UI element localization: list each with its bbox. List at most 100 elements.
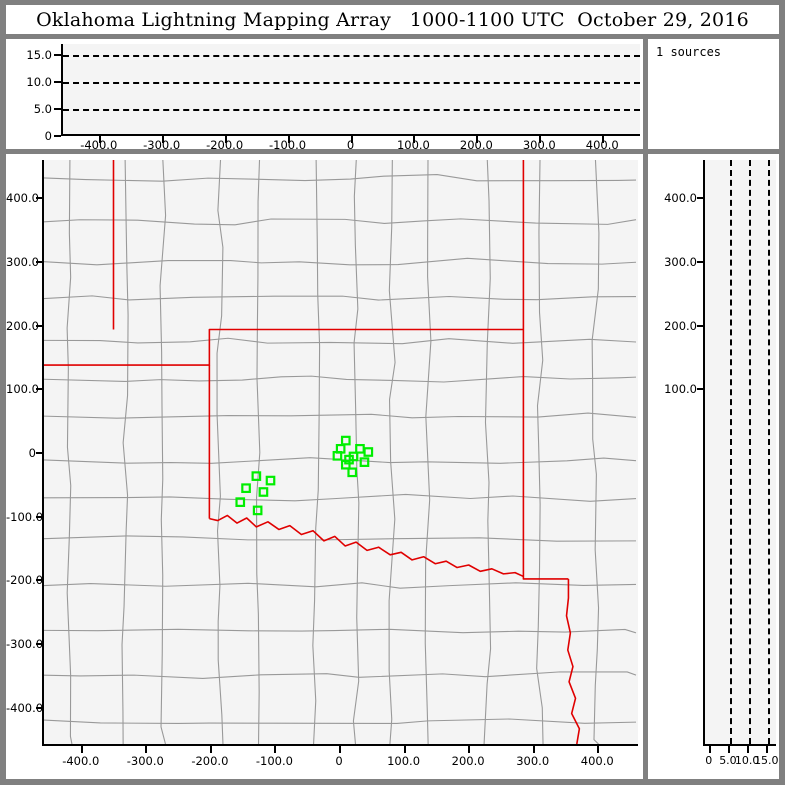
time-height-xtick-label: 0 bbox=[346, 138, 355, 152]
map-xtick-label: -200.0 bbox=[191, 754, 229, 768]
map-xtick bbox=[532, 746, 535, 753]
east-west-ytick-label: 100.0 bbox=[664, 382, 697, 397]
time-height-xtick bbox=[476, 136, 479, 143]
map-xtick-label: 100.0 bbox=[387, 754, 421, 768]
east-west-gridline bbox=[768, 160, 771, 744]
lightning-source-marker bbox=[340, 435, 351, 446]
map-xtick bbox=[468, 746, 471, 753]
map-ytick bbox=[36, 579, 43, 582]
east-west-ytick-label: 300.0 bbox=[664, 254, 697, 269]
lightning-source-marker bbox=[363, 447, 374, 457]
time-height-ytick-label: 10.0 bbox=[26, 74, 52, 89]
lightning-source-marker bbox=[251, 471, 262, 481]
time-height-plot-area bbox=[61, 44, 640, 136]
county-lines bbox=[44, 160, 637, 744]
time-height-ytick bbox=[54, 107, 61, 110]
time-height-xtick-label: -300.0 bbox=[143, 138, 181, 152]
time-height-xtick-label: -200.0 bbox=[206, 138, 244, 152]
east-west-ytick bbox=[697, 388, 704, 391]
map-xtick-label: 400.0 bbox=[580, 754, 614, 768]
east-west-ytick-label: 400.0 bbox=[664, 191, 697, 206]
east-west-xtick-label: 5.0 bbox=[719, 754, 737, 767]
map-xtick bbox=[145, 746, 148, 753]
sources-legend-panel: 1 sources bbox=[648, 39, 779, 149]
time-height-gridline bbox=[63, 81, 640, 84]
lightning-source-marker bbox=[340, 459, 351, 470]
lightning-source-marker bbox=[265, 475, 276, 486]
lightning-source-marker bbox=[241, 483, 251, 494]
lightning-source-markers bbox=[235, 435, 374, 516]
east-west-xtick-label: 0 bbox=[705, 754, 713, 767]
time-height-ytick-label: 0 bbox=[44, 129, 52, 143]
map-ytick-label: -100.0 bbox=[6, 509, 44, 524]
map-xtick bbox=[209, 746, 212, 753]
lightning-source-marker bbox=[347, 467, 358, 478]
map-ytick bbox=[36, 260, 43, 263]
east-west-ytick bbox=[697, 197, 704, 200]
time-height-xtick-label: 200.0 bbox=[459, 138, 493, 152]
east-west-xtick bbox=[727, 746, 730, 753]
map-ytick-label: -400.0 bbox=[6, 700, 44, 715]
east-west-ytick-label: 200.0 bbox=[664, 318, 697, 333]
time-height-xtick-label: 400.0 bbox=[585, 138, 619, 152]
map-ytick bbox=[36, 515, 43, 518]
east-west-xtick bbox=[766, 746, 769, 753]
map-ytick bbox=[36, 388, 43, 391]
time-height-ytick bbox=[54, 80, 61, 83]
time-height-ytick-label: 5.0 bbox=[33, 101, 52, 116]
time-height-xtick bbox=[539, 136, 542, 143]
lightning-source-marker bbox=[332, 450, 343, 461]
time-height-xtick-label: 300.0 bbox=[522, 138, 556, 152]
time-height-xtick bbox=[602, 136, 605, 143]
page-title: Oklahoma Lightning Mapping Array 1000-11… bbox=[36, 8, 749, 31]
map-ytick bbox=[36, 324, 43, 327]
time-height-xtick-label: -100.0 bbox=[269, 138, 307, 152]
time-height-ytick-label: 15.0 bbox=[26, 47, 52, 62]
map-plot-area bbox=[42, 160, 638, 746]
map-xtick bbox=[597, 746, 600, 753]
map-ytick-label: 200.0 bbox=[6, 318, 39, 333]
map-geography bbox=[44, 160, 637, 744]
plan-view-map-panel: -400.0 -300.0 -200.0 -100.0 0 100.0 200.0 300.0… bbox=[6, 154, 643, 779]
lightning-source-marker bbox=[252, 505, 263, 516]
time-height-gridline bbox=[63, 108, 640, 111]
time-height-ytick bbox=[54, 53, 61, 56]
map-ytick bbox=[36, 706, 43, 709]
map-ytick bbox=[36, 452, 43, 454]
map-xtick-label: 0 bbox=[335, 754, 343, 768]
map-xtick-label: 300.0 bbox=[516, 754, 550, 768]
east-west-ytick bbox=[697, 260, 704, 263]
sources-count-label: 1 sources bbox=[656, 45, 722, 59]
east-west-gridline bbox=[729, 160, 732, 744]
east-west-gridline bbox=[749, 160, 752, 744]
state-boundary-lines bbox=[44, 160, 581, 744]
time-height-ytick bbox=[54, 135, 61, 137]
time-height-xtick bbox=[413, 136, 416, 143]
time-height-xtick bbox=[287, 136, 290, 143]
time-height-xtick bbox=[161, 136, 164, 143]
map-xtick-label: 200.0 bbox=[451, 754, 485, 768]
map-ytick-label: -200.0 bbox=[6, 573, 44, 588]
map-ytick bbox=[36, 643, 43, 646]
east-west-projection-panel: 0 5.0 10.0 15.0 100.0 200.0 300.0 400.0 bbox=[648, 154, 779, 779]
map-ytick bbox=[36, 197, 43, 200]
east-west-xtick-label: 15.0 bbox=[754, 754, 779, 767]
map-ytick-label: -300.0 bbox=[6, 637, 44, 652]
map-xtick-label: -100.0 bbox=[255, 754, 293, 768]
title-bar: Oklahoma Lightning Mapping Array 1000-11… bbox=[6, 5, 779, 34]
map-ytick-label: 0 bbox=[28, 446, 36, 460]
map-ytick-label: 100.0 bbox=[6, 382, 39, 397]
map-xtick-label: -300.0 bbox=[126, 754, 164, 768]
lightning-source-marker bbox=[359, 457, 370, 467]
map-ytick-label: 400.0 bbox=[6, 191, 39, 206]
time-height-panel: 0 5.0 10.0 15.0 -400.0 -300.0 -200.0 -100.0 0 100… bbox=[6, 39, 643, 152]
east-west-xtick-label: 10.0 bbox=[734, 754, 760, 767]
east-west-ytick bbox=[697, 324, 704, 327]
time-height-gridline bbox=[63, 54, 640, 57]
map-xtick bbox=[80, 746, 83, 753]
map-xtick bbox=[403, 746, 406, 753]
time-height-xtick-label: -400.0 bbox=[80, 138, 118, 152]
lightning-source-marker bbox=[355, 443, 365, 454]
east-west-plot-area bbox=[703, 160, 776, 746]
time-height-xtick bbox=[98, 136, 101, 143]
